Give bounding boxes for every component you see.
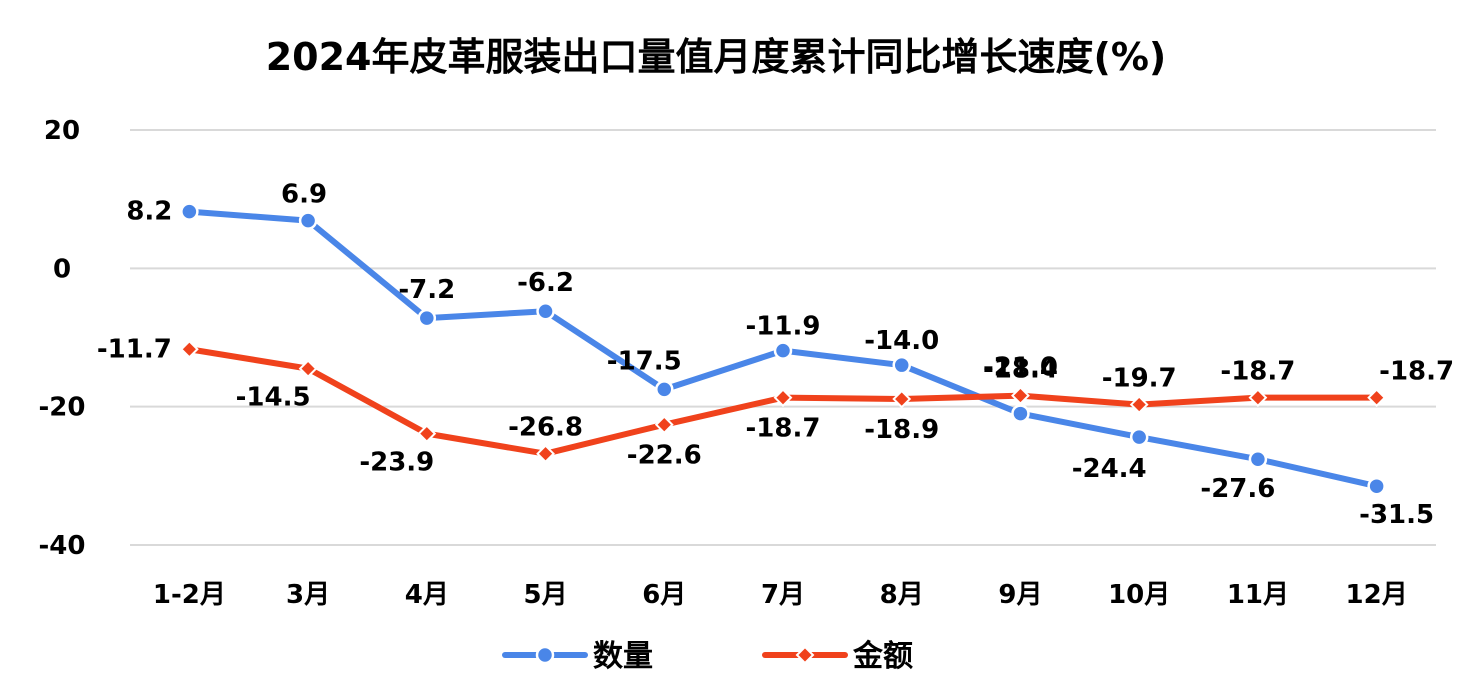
data-point <box>655 380 674 399</box>
data-label: -18.7 <box>1379 357 1454 387</box>
data-point <box>1129 427 1149 447</box>
data-point <box>773 341 793 360</box>
data-point <box>179 339 199 359</box>
data-label: -6.2 <box>517 268 574 298</box>
x-tick-label: 12月 <box>1346 580 1408 610</box>
data-point <box>1129 395 1149 415</box>
data-labels: 8.2 6.9 -7.2 -6.2 -17.5 -11.9 -14.0 -21.0 -24.4 -… <box>97 180 1454 531</box>
data-label: -18.4 <box>983 355 1058 385</box>
y-tick-label: 20 <box>44 116 80 146</box>
data-point <box>298 359 318 379</box>
data-point <box>417 424 437 444</box>
legend-item: 金额 <box>762 639 913 674</box>
data-point <box>536 301 555 321</box>
data-label: -19.7 <box>1102 364 1177 394</box>
data-label: -11.7 <box>97 334 172 364</box>
y-axis-ticks: 20 0 -20 -40 <box>39 116 86 561</box>
x-tick-label: 7月 <box>761 580 805 610</box>
x-tick-label: 3月 <box>286 580 330 610</box>
data-point <box>1011 386 1030 406</box>
x-tick-label: 1-2月 <box>153 580 226 610</box>
data-label: -14.5 <box>236 383 311 413</box>
data-label: 8.2 <box>126 197 172 227</box>
data-label: -24.4 <box>1072 454 1147 484</box>
x-tick-label: 6月 <box>642 580 686 610</box>
y-tick-label: -40 <box>39 531 86 561</box>
series-layer <box>179 202 1387 496</box>
data-label: -11.9 <box>746 312 821 342</box>
data-point <box>298 211 318 230</box>
chart-title: 2024年皮革服装出口量值月度累计同比增长速度(%) <box>266 35 1167 79</box>
data-label: -31.5 <box>1359 500 1434 530</box>
legend-marker <box>795 645 815 665</box>
data-label: -18.7 <box>746 414 821 444</box>
data-point <box>892 355 911 375</box>
data-point <box>1367 388 1387 408</box>
legend: 数量 金额 <box>502 639 913 674</box>
data-label: -22.6 <box>627 441 702 471</box>
data-point <box>417 308 437 328</box>
data-label: -26.8 <box>508 413 583 443</box>
data-point <box>892 389 912 409</box>
data-point <box>536 444 555 464</box>
series-quantity <box>180 202 1386 496</box>
legend-marker <box>535 645 555 665</box>
data-point <box>1011 404 1030 423</box>
x-tick-label: 4月 <box>405 580 449 610</box>
x-tick-label: 5月 <box>523 580 567 610</box>
x-tick-label: 9月 <box>998 580 1042 610</box>
data-label: -21.0 <box>983 353 1058 383</box>
legend-label: 数量 <box>593 639 653 674</box>
x-tick-label: 10月 <box>1108 580 1170 610</box>
data-label: -27.6 <box>1200 474 1275 504</box>
data-point <box>773 388 793 408</box>
data-point <box>1248 449 1268 469</box>
data-label: 6.9 <box>281 180 327 210</box>
data-label: -7.2 <box>398 275 455 305</box>
x-tick-label: 11月 <box>1227 580 1289 610</box>
series-amount <box>179 339 1387 464</box>
x-tick-label: 8月 <box>880 580 924 610</box>
legend-label: 金额 <box>852 639 913 674</box>
y-tick-label: 0 <box>53 254 71 284</box>
data-point <box>180 202 199 221</box>
data-label: -14.0 <box>864 326 939 356</box>
data-label: -18.7 <box>1220 357 1295 387</box>
data-point <box>1248 388 1268 408</box>
data-label: -18.9 <box>864 415 939 445</box>
data-point <box>654 415 674 435</box>
legend-item: 数量 <box>502 639 653 674</box>
x-axis-ticks: 1-2月 3月 4月 5月 6月 7月 8月 9月 10月 11月 12月 <box>153 580 1408 610</box>
data-point <box>1367 476 1386 496</box>
data-label: -17.5 <box>607 346 682 376</box>
y-tick-label: -20 <box>39 393 86 423</box>
data-label: -23.9 <box>359 448 434 478</box>
